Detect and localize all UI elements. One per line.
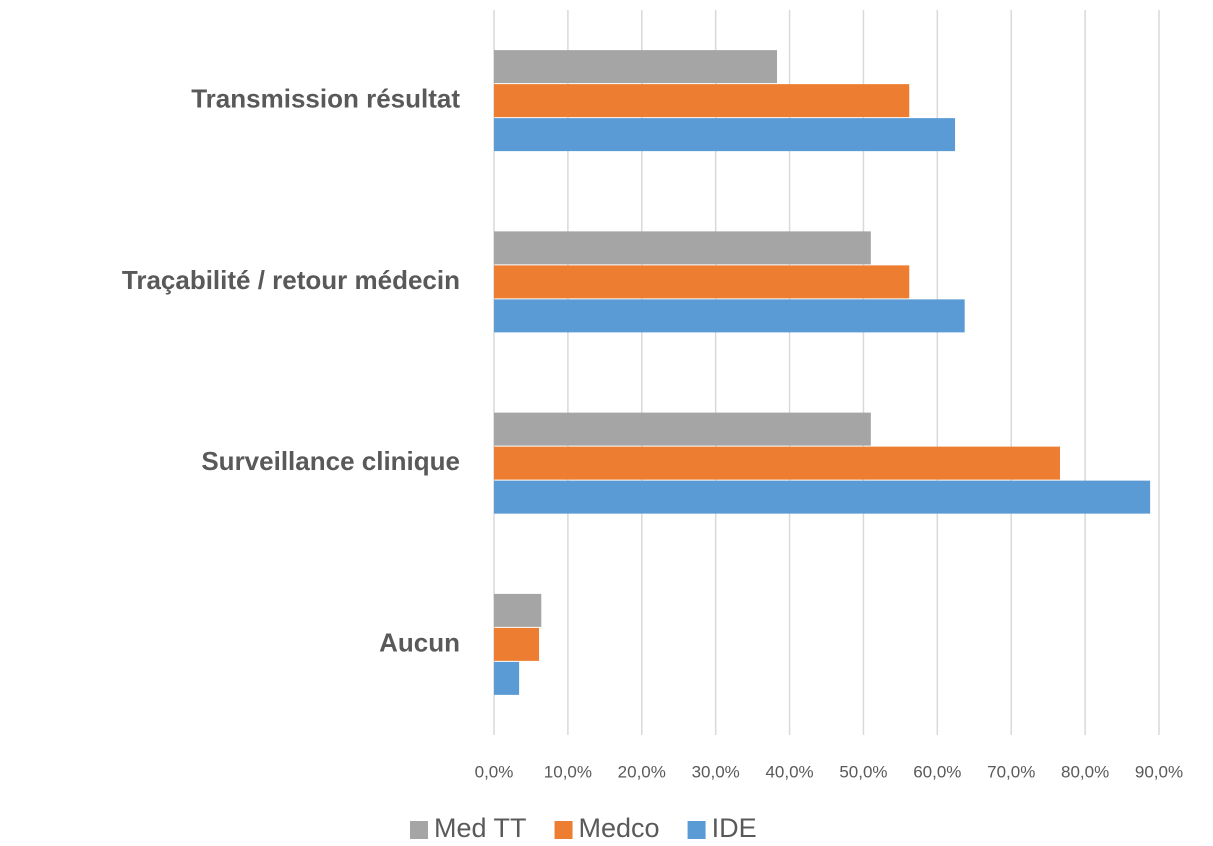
bar [494,412,871,446]
x-tick-label: 40,0% [765,762,813,781]
legend-swatch [554,821,573,839]
bar [494,661,520,695]
category-label: Aucun [379,627,460,657]
legend-label: IDE [712,813,757,843]
legend-label: Medco [579,813,660,843]
bar [494,627,540,661]
x-tick-label: 50,0% [839,762,887,781]
legend-label: Med TT [434,813,527,843]
bar [494,446,1060,480]
x-tick-label: 0,0% [475,762,514,781]
bar [494,299,965,333]
x-tick-label: 10,0% [544,762,592,781]
x-tick-label: 20,0% [618,762,666,781]
bar [494,84,910,118]
bar [494,593,542,627]
legend-swatch [410,821,428,839]
bar [494,50,777,84]
bar [494,265,910,299]
x-tick-label: 90,0% [1135,762,1183,781]
x-tick-label: 60,0% [913,762,961,781]
category-label: Traçabilité / retour médecin [122,265,460,295]
x-tick-label: 80,0% [1061,762,1109,781]
x-tick-label: 30,0% [692,762,740,781]
bar [494,231,871,265]
bar [494,480,1151,514]
category-label: Transmission résultat [191,84,460,114]
legend-swatch [687,821,706,839]
x-tick-label: 70,0% [987,762,1035,781]
bar [494,118,956,152]
category-label: Surveillance clinique [201,446,460,476]
